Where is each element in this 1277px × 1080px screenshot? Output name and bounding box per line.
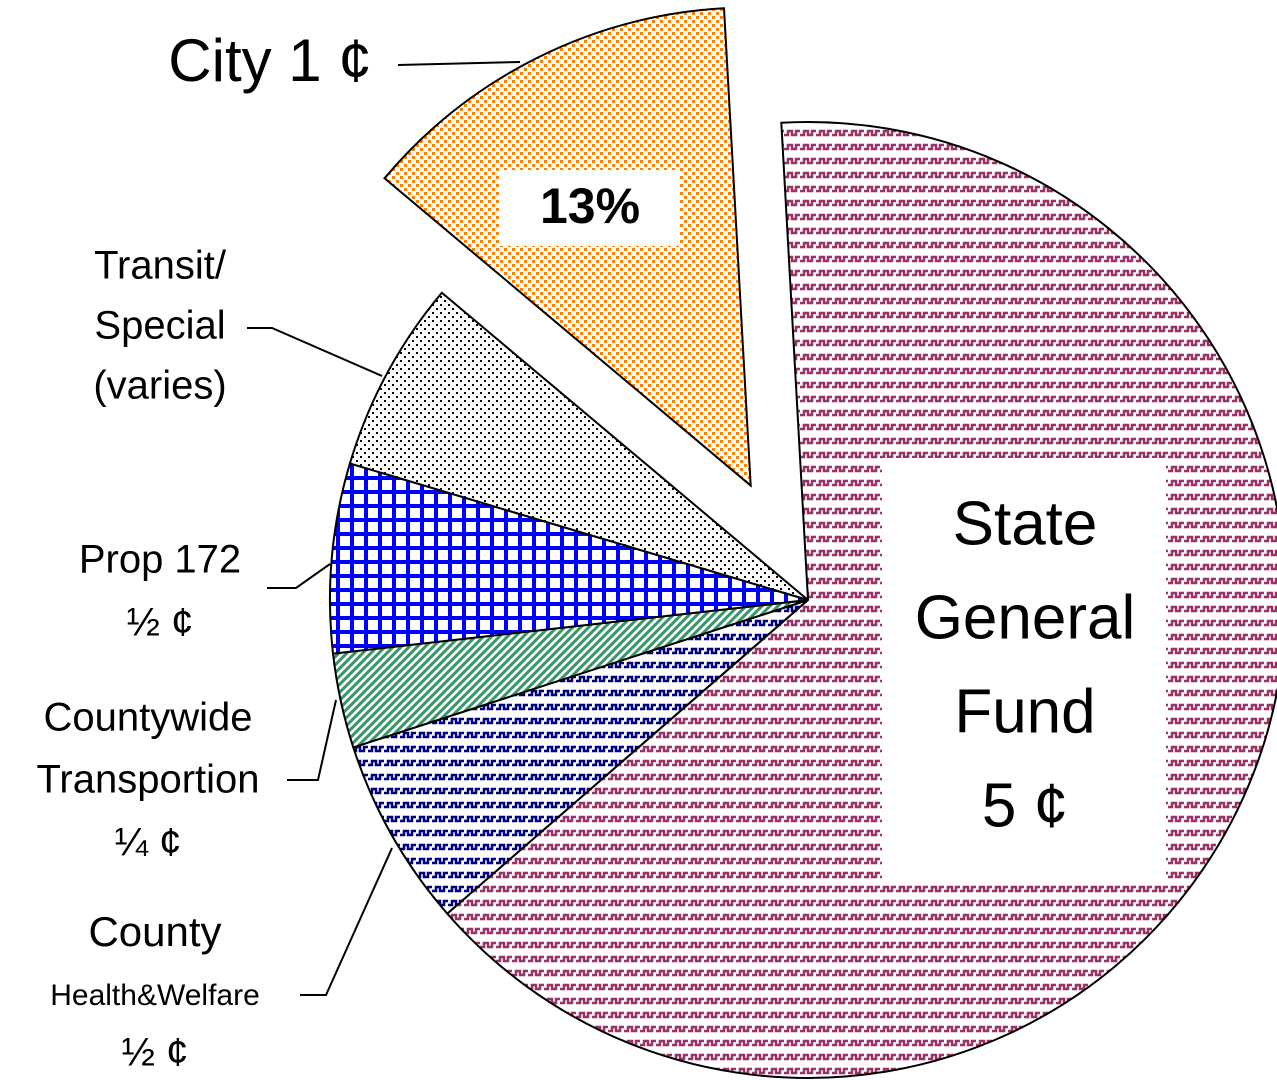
pie-slice (348, 291, 809, 601)
pie-slice (329, 462, 809, 655)
slice-label: County (88, 908, 221, 955)
slice-label: Transit/ (94, 244, 227, 288)
slice-label: 5 ¢ (982, 771, 1068, 840)
leader-line (397, 61, 521, 66)
slice-label: ½ ¢ (127, 601, 194, 645)
value-label-box (500, 170, 680, 246)
slice-label: Transportion (36, 758, 259, 802)
label-box (882, 458, 1166, 880)
slice-label: General (915, 583, 1136, 652)
leader-line (300, 847, 393, 996)
value-label: 13% (540, 178, 640, 234)
slice-label: ¼ ¢ (115, 821, 182, 865)
leader-line (287, 699, 337, 781)
slice-label: Fund (954, 677, 1095, 746)
leader-line (267, 563, 331, 589)
slice-label: Health&Welfare (50, 979, 260, 1012)
slice-label: City 1 ¢ (168, 27, 371, 94)
slice-label: ½ ¢ (122, 1031, 189, 1075)
slice-label: Countywide (43, 696, 252, 740)
slice-label: Prop 172 (79, 538, 241, 582)
pie-slice (383, 7, 752, 488)
slice-label: Special (94, 304, 225, 348)
slice-label: (varies) (93, 364, 226, 408)
pie-slice (352, 599, 809, 916)
slice-label: State (953, 489, 1098, 558)
leader-line (247, 327, 383, 377)
